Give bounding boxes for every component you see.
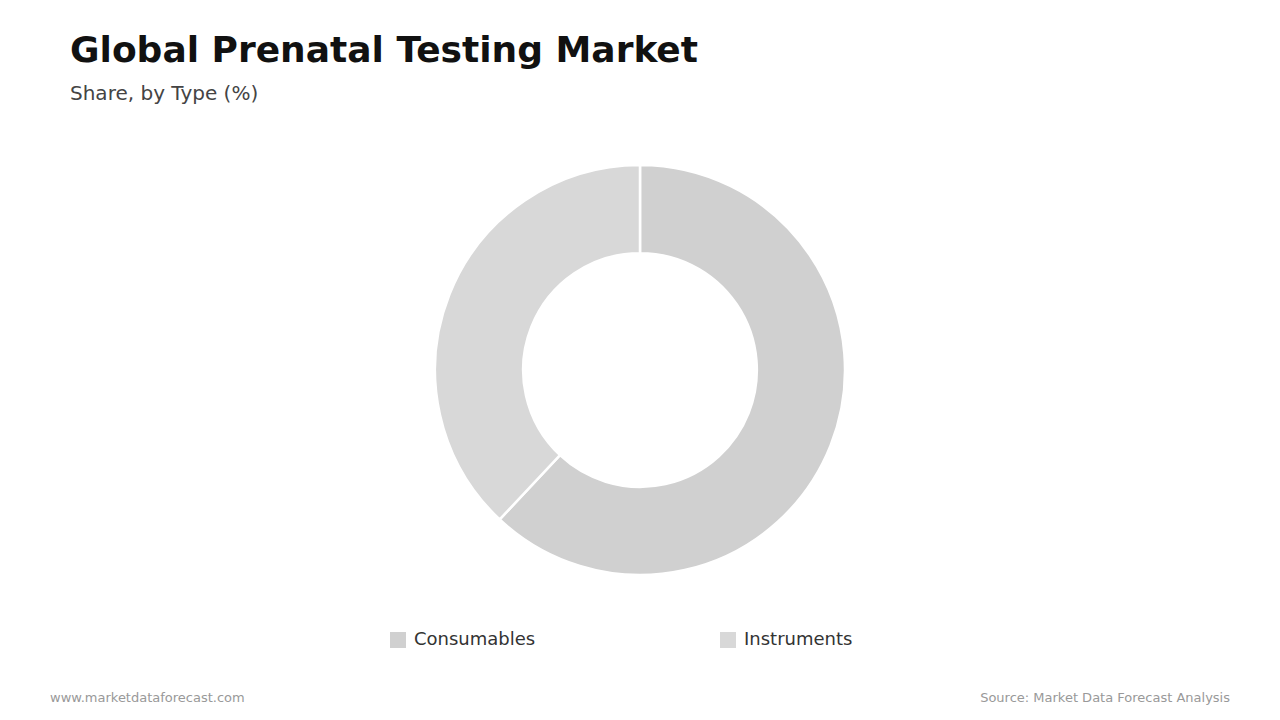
footer-note: Source: Market Data Forecast Analysis: [980, 690, 1230, 705]
legend-label: Instruments: [744, 628, 852, 649]
donut: [435, 165, 845, 575]
title: Global Prenatal Testing Market: [70, 29, 698, 70]
legend: Consumables Instruments: [390, 628, 852, 649]
legend-swatch: [390, 632, 406, 648]
chart: Global Prenatal Testing Market Share, by …: [0, 0, 1280, 720]
legend-swatch: [720, 632, 736, 648]
legend-label: Consumables: [414, 628, 535, 649]
footer-note: www.marketdataforecast.com: [50, 690, 245, 705]
subtitle: Share, by Type (%): [70, 81, 258, 105]
slice: [435, 165, 640, 519]
